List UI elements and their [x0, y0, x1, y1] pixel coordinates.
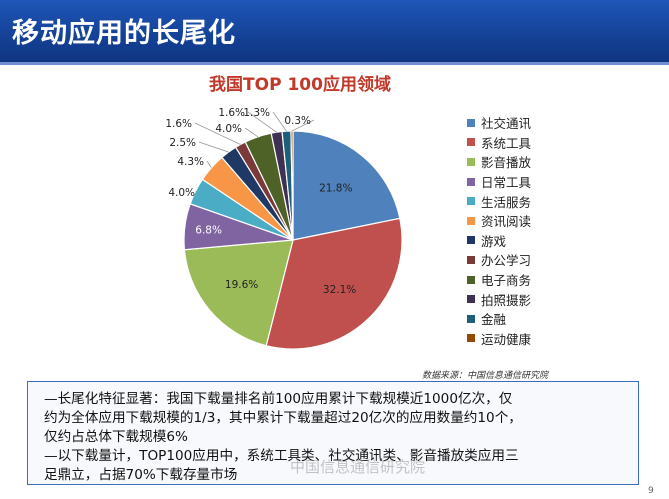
legend-label: 生活服务	[481, 194, 532, 210]
header-bar: 移动应用的长尾化	[0, 0, 669, 62]
legend-swatch	[467, 157, 475, 166]
data-label: 4.0%	[168, 187, 195, 199]
leader-line	[291, 119, 315, 132]
note-line: 足鼎立，占据70%下载存量市场	[44, 467, 238, 483]
pie-slice	[183, 239, 294, 347]
data-label: 21.8%	[319, 183, 352, 195]
legend-item: 电子商务	[467, 270, 531, 290]
leader-line	[206, 160, 212, 168]
leader-line	[198, 141, 229, 153]
legend-item: 系统工具	[467, 133, 531, 153]
legend-item: 办公学习	[467, 250, 531, 270]
data-label: 1.3%	[243, 107, 270, 119]
legend-item: 影音播放	[467, 152, 531, 172]
legend-label: 金融	[481, 312, 507, 328]
legend-label: 游戏	[481, 233, 507, 249]
chart-legend: 社交通讯系统工具影音播放日常工具生活服务资讯阅读游戏办公学习电子商务拍照摄影金融…	[467, 113, 531, 348]
data-label: 6.8%	[195, 224, 222, 236]
data-label: 1.6%	[165, 118, 192, 130]
legend-swatch	[467, 177, 475, 186]
data-label: 1.6%	[218, 107, 245, 119]
pie-slice	[265, 217, 403, 350]
chart-title: 我国TOP 100应用领域	[209, 75, 391, 95]
legend-swatch	[467, 255, 475, 264]
legend-label: 系统工具	[481, 135, 532, 151]
header-divider	[0, 62, 669, 65]
legend-label: 办公学习	[481, 253, 532, 269]
legend-swatch	[467, 275, 475, 284]
legend-swatch	[467, 118, 475, 127]
note-line: 约为全体应用下载规模的1/3，其中累计下载量超过20亿次的应用数量约10个，	[44, 410, 522, 426]
legend-swatch	[467, 236, 475, 245]
page-number: 9	[648, 486, 654, 496]
legend-item: 生活服务	[467, 191, 531, 211]
legend-item: 拍照摄影	[467, 289, 531, 309]
legend-item: 资讯阅读	[467, 211, 531, 231]
legend-item: 游戏	[467, 231, 531, 251]
legend-label: 资讯阅读	[481, 214, 532, 230]
pie-slice	[290, 130, 294, 241]
legend-label: 运动健康	[481, 331, 532, 347]
note-line: —以下载量计，TOP100应用中，系统工具类、社交通讯类、影音播放类应用三	[44, 448, 519, 464]
leader-line	[194, 122, 241, 145]
legend-swatch	[467, 334, 475, 343]
legend-swatch	[467, 314, 475, 323]
leader-line	[244, 127, 259, 138]
leader-line	[272, 111, 287, 132]
legend-item: 日常工具	[467, 172, 531, 192]
legend-swatch	[467, 295, 475, 304]
legend-label: 电子商务	[481, 273, 532, 289]
legend-label: 拍照摄影	[481, 292, 532, 308]
note-line: —长尾化特征显著：我国下载量排名前100应用累计下载规模近1000亿次，仅	[44, 391, 513, 407]
data-label: 2.5%	[169, 137, 196, 149]
notes-box: —长尾化特征显著：我国下载量排名前100应用累计下载规模近1000亿次，仅 约为…	[27, 381, 639, 485]
leader-line	[247, 111, 277, 133]
data-label: 0.3%	[284, 115, 311, 127]
data-label: 32.1%	[323, 284, 356, 296]
legend-label: 日常工具	[481, 175, 532, 191]
note-line: 仅约占总体下载规模6%	[44, 429, 188, 445]
legend-label: 影音播放	[481, 155, 532, 171]
data-label: 4.0%	[215, 123, 242, 135]
legend-item: 金融	[467, 309, 531, 329]
legend-item: 运动健康	[467, 329, 531, 349]
legend-swatch	[467, 138, 475, 147]
page-title: 移动应用的长尾化	[12, 18, 236, 49]
data-label: 19.6%	[225, 279, 258, 291]
legend-label: 社交通讯	[481, 116, 532, 132]
legend-swatch	[467, 197, 475, 206]
pie-slice	[292, 130, 401, 241]
watermark: 中国信息通信研究院	[290, 458, 426, 476]
data-source: 数据来源：中国信息通信研究院	[422, 371, 549, 381]
legend-swatch	[467, 216, 475, 225]
leader-line	[195, 190, 199, 193]
data-label: 4.3%	[177, 156, 204, 168]
legend-item: 社交通讯	[467, 113, 531, 133]
